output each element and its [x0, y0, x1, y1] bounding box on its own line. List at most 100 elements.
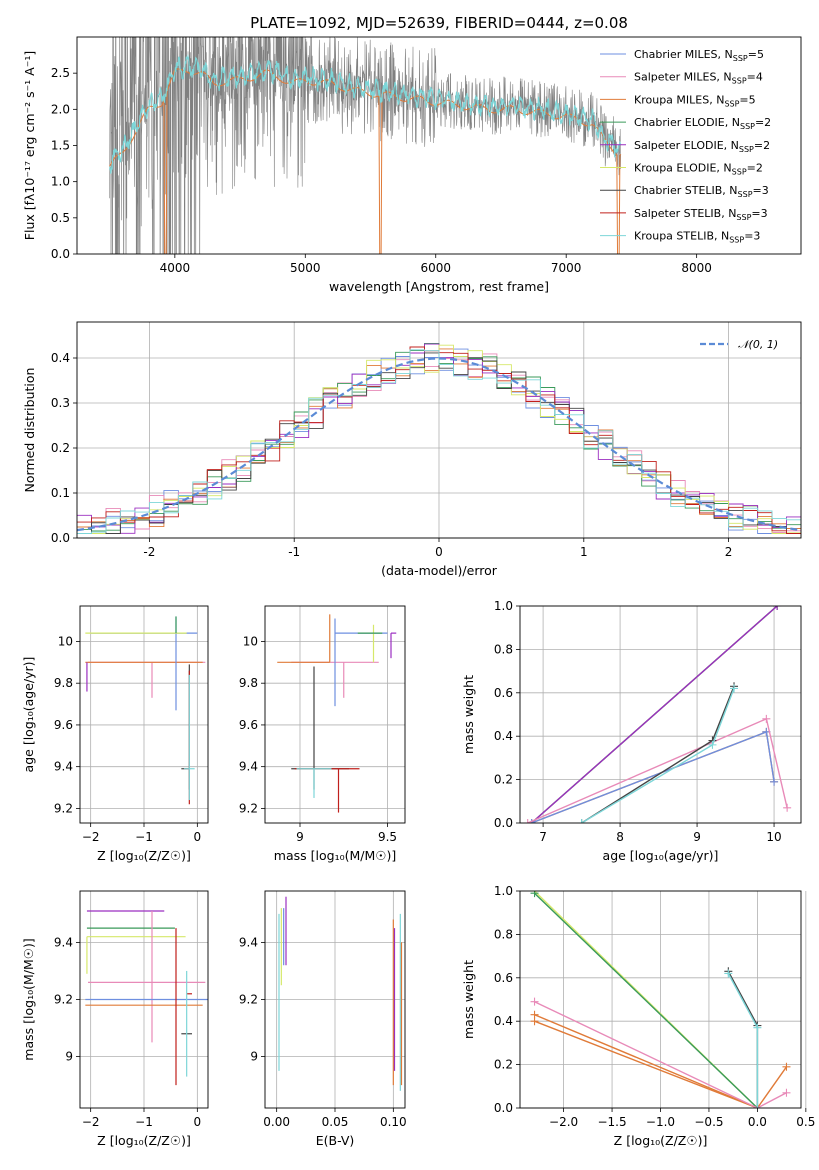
y-tick-label: 9.2	[54, 993, 73, 1007]
x-tick-label: 1	[580, 545, 588, 559]
y-tick-label: 2.0	[51, 102, 70, 116]
plus-marker	[762, 714, 771, 723]
x-tick-label: 0.00	[263, 1115, 290, 1129]
y-axis-label: mass [log₁₀(M/M☉)]	[21, 938, 36, 1060]
y-tick-label: 9.4	[239, 760, 258, 774]
errorbars	[277, 614, 397, 813]
x-tick-label: −0.5	[694, 1115, 723, 1129]
x-axis-label: E(B-V)	[316, 1133, 355, 1148]
legend-subscript: SSP	[739, 145, 754, 154]
legend-tail: =3	[744, 230, 760, 243]
residual-histogram	[77, 349, 801, 534]
x-tick-label: 9.5	[378, 830, 397, 844]
y-tick-label: 9.4	[54, 935, 73, 949]
y-tick-label: 10	[58, 634, 73, 648]
plus-marker	[782, 1062, 791, 1071]
observed-spectrum	[109, 37, 621, 254]
x-tick-label: −2	[82, 830, 100, 844]
x-tick-label: 6000	[420, 261, 451, 275]
axes-frame	[519, 890, 802, 1109]
mass-weight-series	[727, 970, 759, 1108]
x-tick-label: 9	[296, 830, 304, 844]
y-tick-label: 0.1	[51, 486, 70, 500]
x-tick-label: 7	[539, 830, 547, 844]
panel-6: 0.00 0.05 0.10 9 9.2 9.4 E(B-V)	[239, 890, 407, 1148]
y-axis-label: Normed distribution	[22, 368, 37, 493]
plus-marker	[724, 969, 733, 978]
x-axis-label: (data-model)/error	[381, 563, 498, 578]
legend-tail: =3	[751, 207, 767, 220]
y-tick-label: 9	[65, 1050, 73, 1064]
axes-frame	[264, 890, 406, 1109]
x-tick-label: 0.5	[796, 1115, 815, 1129]
panel-0: 4000 5000 6000 7000 8000 0.0 0.5 1.0 1.5 2.0 2.5 wa…	[22, 36, 802, 294]
x-tick-label: −1.0	[646, 1115, 675, 1129]
legend-tail: =4	[747, 71, 763, 84]
y-tick-label: 9.6	[239, 718, 258, 732]
x-tick-label: 4000	[160, 261, 191, 275]
y-tick-label: 9.6	[54, 718, 73, 732]
y-tick-label: 0.6	[494, 971, 513, 985]
y-tick-label: 9.4	[239, 935, 258, 949]
axes-frame	[264, 605, 406, 824]
mass-weight-series	[727, 973, 759, 1108]
axes-frame	[79, 605, 209, 824]
y-tick-label: 0.8	[494, 642, 513, 656]
y-tick-label: 0.4	[494, 1014, 513, 1028]
y-tick-label: 1.0	[51, 175, 70, 189]
y-tick-label: 0.0	[494, 816, 513, 830]
plus-marker	[753, 1023, 762, 1032]
x-tick-label: 7000	[551, 261, 582, 275]
legend-entry: Chabrier STELIB, NSSP=3	[634, 184, 769, 199]
x-tick-label: 5000	[290, 261, 321, 275]
errorbars	[85, 616, 206, 805]
y-axis-label: age [log₁₀(age/yr)]	[21, 657, 36, 773]
mass-weight-series	[534, 1020, 758, 1108]
x-tick-label: 0.0	[748, 1115, 767, 1129]
y-axis-label: mass weight	[461, 960, 476, 1039]
plus-marker	[782, 1088, 791, 1097]
y-tick-label: 9.8	[239, 676, 258, 690]
legend-subscript: SSP	[736, 213, 751, 222]
histograms	[77, 342, 801, 534]
x-tick-label: 10	[766, 830, 781, 844]
mass-weight-series	[581, 688, 735, 823]
y-tick-label: 9.4	[54, 760, 73, 774]
legend-entry: 𝒩(0, 1)	[738, 338, 778, 351]
x-tick-label: 8	[616, 830, 624, 844]
y-tick-label: 0.0	[51, 531, 70, 545]
x-tick-label: -2	[143, 545, 155, 559]
y-tick-label: 9.2	[54, 801, 73, 815]
x-tick-label: 0	[194, 830, 202, 844]
x-axis-label: Z [log₁₀(Z/Z☉)]	[97, 848, 191, 863]
legend-subscript: SSP	[740, 122, 755, 131]
legend-entry: Kroupa STELIB, NSSP=3	[634, 230, 760, 245]
y-tick-label: 9	[250, 1050, 258, 1064]
x-axis-label: Z [log₁₀(Z/Z☉)]	[614, 1133, 708, 1148]
x-tick-label: −1.5	[597, 1115, 626, 1129]
legend-subscript: SSP	[724, 99, 739, 108]
weight-lines	[530, 891, 791, 1108]
legend-subscript: SSP	[732, 168, 747, 177]
legend-tail: =5	[739, 93, 755, 106]
gaussian-curve	[77, 357, 801, 532]
legend-subscript: SSP	[732, 77, 747, 86]
panel-7: −2.0 −1.5 −1.0 −0.5 0.0 0.5 0.0 0.2 0.4 0.6 0.8 1.0…	[461, 884, 815, 1148]
plus-marker	[773, 606, 782, 610]
x-tick-label: 2	[725, 545, 733, 559]
mass-weight-series	[534, 1001, 787, 1108]
mass-weight-series	[534, 892, 758, 1108]
chart-title: PLATE=1092, MJD=52639, FIBERID=0444, z=0…	[250, 14, 628, 32]
y-tick-label: 1.0	[494, 599, 513, 613]
mass-weight-series	[581, 686, 735, 823]
x-tick-label: 0.05	[322, 1115, 349, 1129]
axes-frame	[519, 605, 802, 824]
plus-marker	[530, 891, 539, 898]
y-tick-label: 0.0	[51, 247, 70, 261]
axes-frame	[76, 321, 802, 539]
x-tick-label: −2.0	[549, 1115, 578, 1129]
y-tick-label: 1.0	[494, 884, 513, 898]
x-tick-label: -1	[288, 545, 300, 559]
x-tick-label: −1	[135, 830, 153, 844]
